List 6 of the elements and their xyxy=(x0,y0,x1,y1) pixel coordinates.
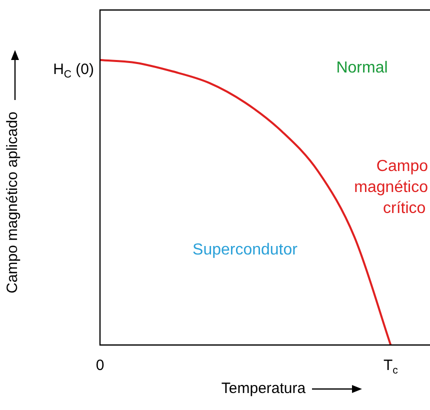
annotation: Supercondutor xyxy=(192,241,298,258)
series-label: Campo magnético crítico xyxy=(354,158,428,218)
x-axis-title: Temperatura xyxy=(221,380,306,398)
annotation: Normal xyxy=(336,59,388,76)
y-axis-title: Campo magnético aplicado xyxy=(4,112,22,294)
x-tick-label: 0 xyxy=(96,357,104,374)
